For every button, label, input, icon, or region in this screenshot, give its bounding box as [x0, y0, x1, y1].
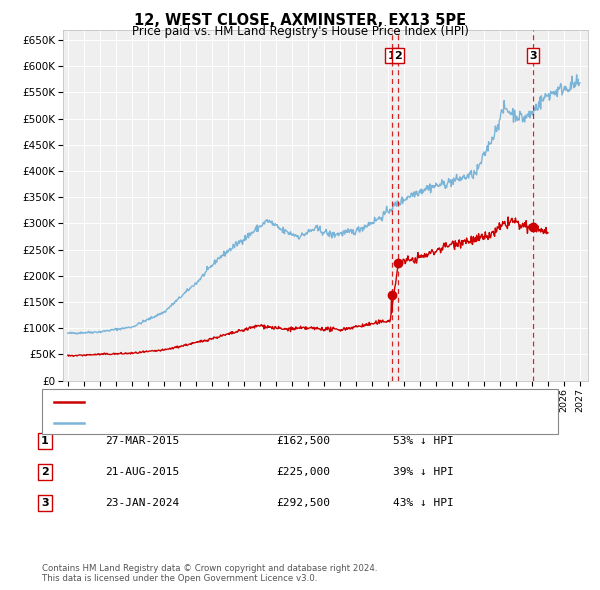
Text: Price paid vs. HM Land Registry's House Price Index (HPI): Price paid vs. HM Land Registry's House …	[131, 25, 469, 38]
Text: 1: 1	[41, 437, 49, 446]
Text: 12, WEST CLOSE, AXMINSTER, EX13 5PE (detached house): 12, WEST CLOSE, AXMINSTER, EX13 5PE (det…	[93, 397, 414, 407]
Text: 27-MAR-2015: 27-MAR-2015	[105, 437, 179, 446]
Text: £225,000: £225,000	[276, 467, 330, 477]
Text: £162,500: £162,500	[276, 437, 330, 446]
Text: 12, WEST CLOSE, AXMINSTER, EX13 5PE: 12, WEST CLOSE, AXMINSTER, EX13 5PE	[134, 13, 466, 28]
Text: HPI: Average price, detached house, East Devon: HPI: Average price, detached house, East…	[93, 418, 358, 428]
Text: 3: 3	[529, 51, 537, 61]
Text: 2: 2	[394, 51, 402, 61]
Text: 53% ↓ HPI: 53% ↓ HPI	[393, 437, 454, 446]
Text: 21-AUG-2015: 21-AUG-2015	[105, 467, 179, 477]
Text: Contains HM Land Registry data © Crown copyright and database right 2024.
This d: Contains HM Land Registry data © Crown c…	[42, 563, 377, 583]
Text: 2: 2	[41, 467, 49, 477]
Text: 23-JAN-2024: 23-JAN-2024	[105, 498, 179, 507]
Text: 3: 3	[41, 498, 49, 507]
Text: 1: 1	[388, 51, 395, 61]
Text: 43% ↓ HPI: 43% ↓ HPI	[393, 498, 454, 507]
Text: 39% ↓ HPI: 39% ↓ HPI	[393, 467, 454, 477]
Text: £292,500: £292,500	[276, 498, 330, 507]
